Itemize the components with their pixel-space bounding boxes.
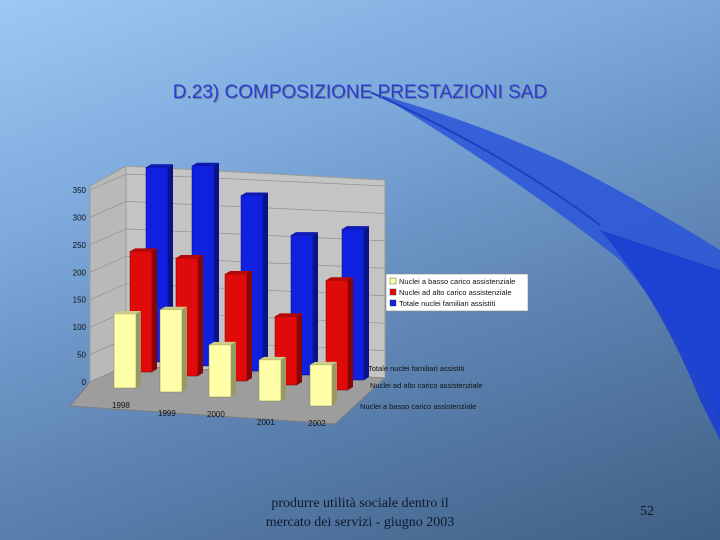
y-tick-label: 300	[73, 213, 87, 222]
bar	[113, 310, 141, 389]
x-tick-label: 2001	[257, 418, 275, 427]
footer-line-1: produrre utilità sociale dentro il	[271, 496, 449, 511]
bar-chart: 0 50 100 150 200 250 300 350 1998 1999 2000 2001 200…	[68, 162, 529, 428]
y-tick-label: 250	[73, 241, 87, 250]
bar	[258, 356, 286, 402]
legend-swatch	[389, 299, 397, 307]
legend-label: Totale nuclei familiari assistiti	[399, 299, 496, 308]
legend-label: Nuclei a basso carico assistenziale	[399, 277, 515, 286]
footer-text: produrre utilità sociale dentro il merca…	[240, 494, 480, 532]
x-tick-label: 1999	[158, 409, 176, 418]
legend-swatch	[389, 288, 397, 296]
gridline	[89, 173, 127, 191]
y-tick-label: 200	[73, 268, 87, 277]
x-tick-label: 2002	[308, 419, 326, 428]
gridline	[89, 256, 127, 273]
footer-line-2: mercato dei servizi - giugno 2003	[265, 515, 455, 530]
gridline	[89, 201, 127, 218]
series-depth-label: Nuclei ad alto carico assistenziale	[370, 381, 483, 390]
series-depth-label: Totale nuclei familiari assistiti	[368, 364, 465, 373]
y-tick-label: 0	[82, 378, 87, 387]
y-tick-label: 100	[73, 323, 87, 332]
legend-label: Nuclei ad alto carico assistenziale	[399, 288, 512, 297]
legend-swatch	[389, 277, 397, 285]
bar	[159, 306, 187, 393]
gridline	[89, 283, 127, 300]
slide-title: D.23) COMPOSIZIONE PRESTAZIONI SAD	[172, 82, 548, 103]
page-number: 52	[640, 504, 654, 519]
bar	[208, 341, 236, 398]
bar	[309, 361, 337, 407]
legend-box	[385, 273, 529, 312]
y-tick-label: 350	[73, 186, 87, 195]
gridline	[89, 228, 127, 246]
series-depth-label: Nuclei a basso carico assistenziale	[360, 402, 476, 411]
x-tick-label: 2000	[207, 410, 225, 419]
x-tick-label: 1998	[112, 401, 130, 410]
y-tick-label: 50	[77, 351, 86, 360]
y-tick-label: 150	[73, 296, 87, 305]
